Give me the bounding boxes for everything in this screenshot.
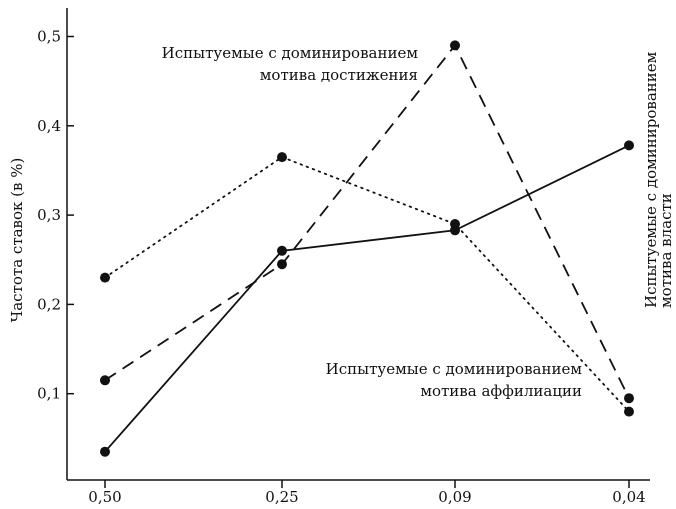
annotation-power: Испытуемые с доминированиеммотива власти xyxy=(642,51,675,308)
y-axis-title: Частота ставок (в %) xyxy=(8,158,26,323)
x-tick-label: 0,25 xyxy=(265,488,298,506)
series-achievement xyxy=(100,40,634,404)
annotations: Испытуемые с доминированием мотива достиж… xyxy=(162,44,675,400)
data-point-affiliation xyxy=(277,152,287,163)
y-tick-label: 0,3 xyxy=(37,206,61,224)
annotation-affiliation: Испытуемые с доминированием мотива аффили… xyxy=(326,360,583,400)
y-ticks: 0,1 0,2 0,3 0,4 0,5 xyxy=(37,28,74,403)
data-point-affiliation xyxy=(624,406,634,417)
y-tick-label: 0,2 xyxy=(37,295,61,313)
data-point-power xyxy=(624,140,634,151)
y-tick-label: 0,1 xyxy=(37,385,61,403)
y-tick-label: 0,5 xyxy=(37,28,61,46)
data-point-power xyxy=(100,446,110,457)
data-point-affiliation xyxy=(100,272,110,283)
data-point-achievement xyxy=(450,40,460,51)
data-point-power xyxy=(277,245,287,256)
x-tick-label: 0,09 xyxy=(438,488,471,506)
series-line-achievement xyxy=(104,43,630,399)
x-tick-label: 0,50 xyxy=(88,488,121,506)
series-line-power xyxy=(104,144,630,453)
series-line-affiliation xyxy=(104,156,630,413)
x-tick-label: 0,04 xyxy=(612,488,645,506)
series-layer xyxy=(100,40,634,457)
data-point-power xyxy=(450,225,460,236)
data-point-achievement xyxy=(277,259,287,270)
data-point-achievement xyxy=(624,393,634,404)
annotation-achievement: Испытуемые с доминированием мотива достиж… xyxy=(162,44,419,84)
x-ticks: 0,50 0,25 0,09 0,04 xyxy=(88,480,646,506)
series-power xyxy=(100,140,634,457)
data-point-achievement xyxy=(100,375,110,386)
y-tick-label: 0,4 xyxy=(37,117,61,135)
